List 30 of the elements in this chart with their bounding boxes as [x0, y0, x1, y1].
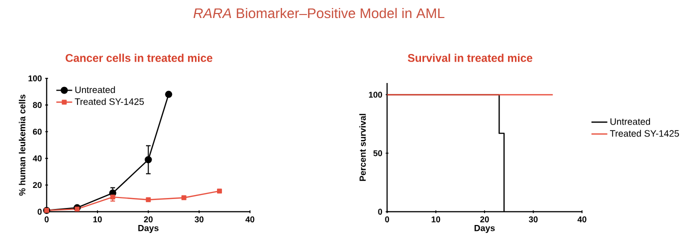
legend-label: Untreated [610, 118, 650, 125]
x-axis-title: Days [474, 224, 495, 233]
x-tick-label: 40 [245, 216, 254, 222]
y-tick-label: 100 [28, 75, 42, 82]
x-axis-title: Days [138, 224, 158, 233]
y-tick-label: 80 [32, 102, 42, 108]
x-tick-label: 40 [578, 216, 586, 222]
y-tick-label: 0 [378, 208, 382, 215]
y-axis-title: Percent survival [359, 114, 366, 181]
x-tick-label: 20 [480, 216, 489, 222]
y-axis-title: % human leukemia cells [18, 94, 26, 196]
chart-subtitle: Cancer cells in treated mice [66, 54, 212, 62]
y-tick-label: 50 [373, 150, 382, 156]
x-tick-label: 30 [194, 216, 204, 222]
y-tick-label: 40 [32, 155, 42, 162]
x-tick-label: 0 [385, 216, 390, 222]
legend-label: Treated SY-1425 [74, 98, 144, 105]
x-tick-label: 20 [144, 216, 153, 222]
y-tick-label: 0 [38, 208, 42, 215]
x-tick-label: 30 [528, 216, 538, 222]
x-tick-label: 10 [93, 216, 102, 222]
y-tick-label: 20 [32, 182, 42, 188]
chart-title: Survival in treated mice [408, 54, 532, 62]
legend-label: Untreated [75, 86, 115, 93]
text: RARA Biomarker–Positive Model in AML [194, 8, 444, 18]
legend-label: Treated SY-1425 [610, 130, 679, 137]
y-tick-label: 100 [368, 92, 382, 98]
y-tick-label: 60 [32, 128, 42, 134]
x-tick-label: 10 [432, 216, 440, 222]
x-tick-label: 0 [44, 216, 49, 222]
